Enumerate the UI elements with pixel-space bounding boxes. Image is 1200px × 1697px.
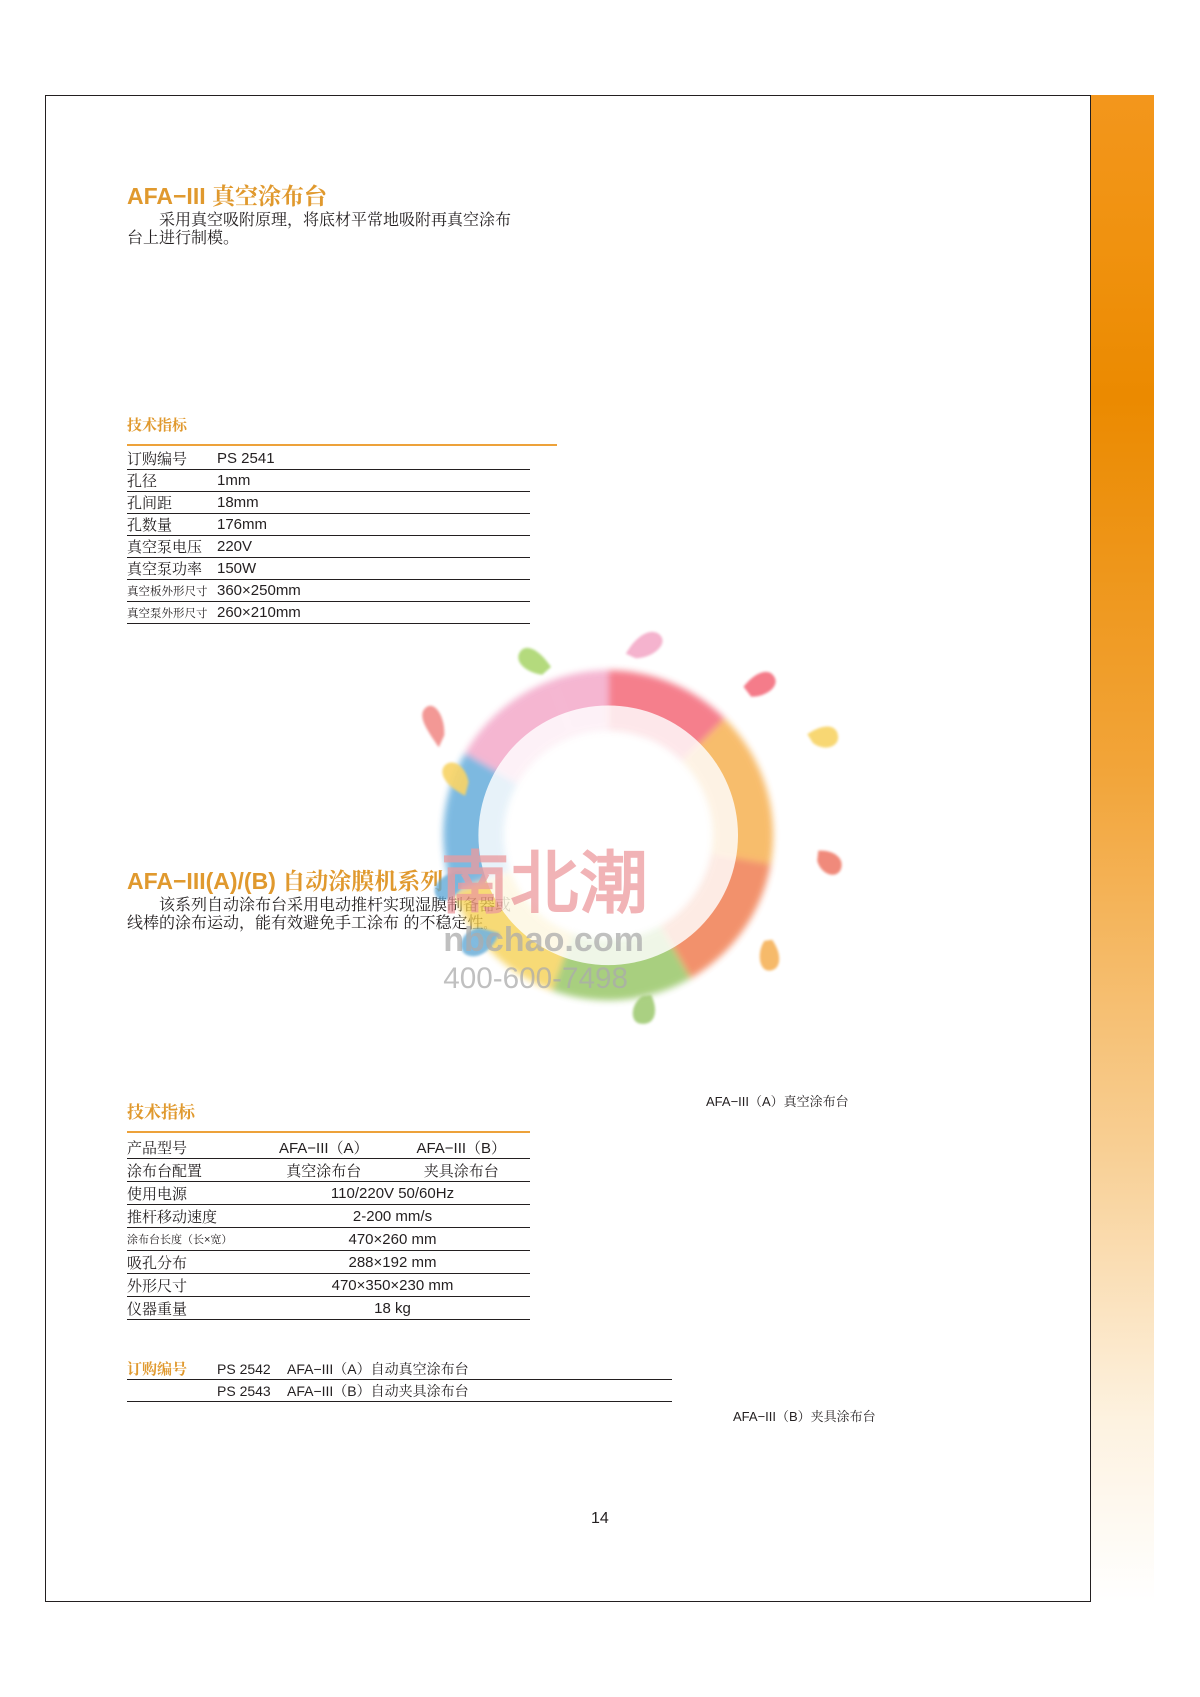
svg-text:nbchao.com: nbchao.com (443, 921, 644, 959)
svg-text:400-600-7498: 400-600-7498 (443, 962, 628, 995)
svg-text:南北潮: 南北潮 (441, 846, 649, 922)
